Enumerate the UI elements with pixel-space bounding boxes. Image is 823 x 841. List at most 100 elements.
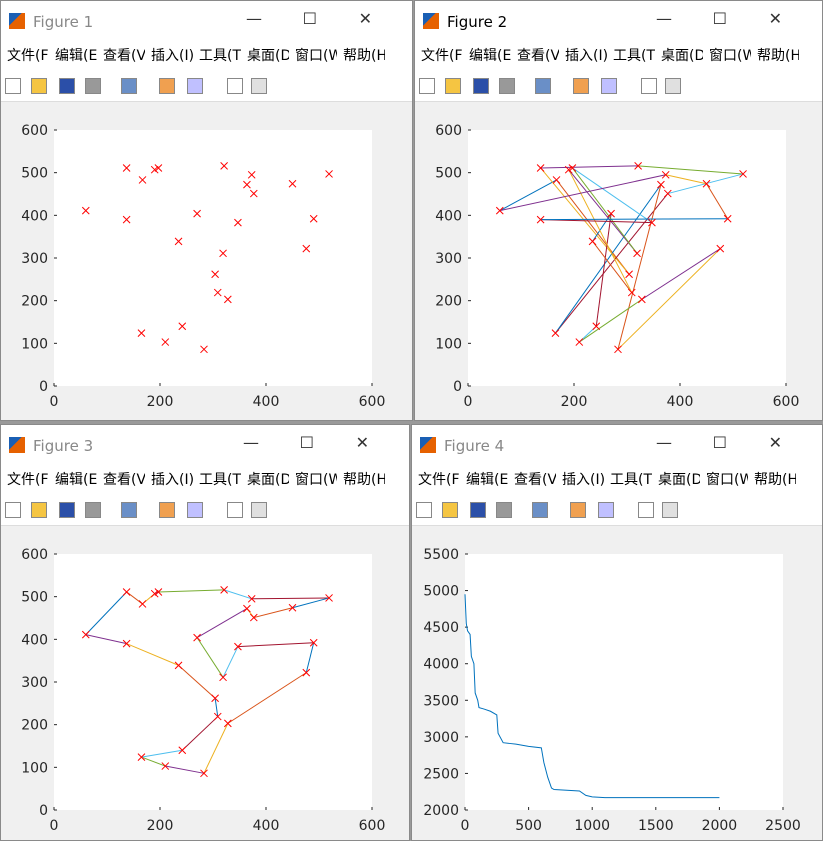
minimize-button[interactable]: — (246, 9, 262, 28)
maximize-button[interactable]: ☐ (712, 9, 727, 28)
toolbar-button[interactable] (187, 502, 203, 518)
toolbar-button[interactable] (445, 78, 461, 94)
menu-item[interactable]: 窗口(W) (295, 48, 337, 64)
toolbar-button[interactable] (159, 78, 175, 94)
menu-item[interactable]: 工具(T) (610, 472, 652, 488)
menu-item[interactable]: 文件(F) (7, 472, 49, 488)
point-marker (137, 753, 146, 761)
menu-item[interactable]: 插入(I) (562, 472, 604, 488)
toolbar-button[interactable] (85, 78, 101, 94)
menu-item[interactable]: 桌面(D) (658, 472, 700, 488)
menu-item[interactable]: 编辑(E) (55, 48, 97, 64)
toolbar-button[interactable] (227, 78, 243, 94)
point-marker (154, 588, 163, 596)
point-marker (614, 345, 622, 354)
toolbar-button[interactable] (31, 78, 47, 94)
toolbar-button[interactable] (121, 78, 137, 94)
menu-item[interactable]: 桌面(D) (247, 48, 289, 64)
menu-item[interactable]: 工具(T) (613, 48, 655, 64)
y-tick-label: 0 (39, 379, 48, 395)
toolbar-button[interactable] (641, 78, 657, 94)
route-segment (595, 213, 612, 327)
menu-item[interactable]: 工具(T) (199, 472, 241, 488)
toolbar-button[interactable] (473, 78, 489, 94)
toolbar-button[interactable] (85, 502, 101, 518)
title-bar: Figure 2 — ☐ ✕ (415, 1, 822, 43)
point-marker (178, 322, 187, 331)
minimize-button[interactable]: — (656, 9, 672, 28)
toolbar-button[interactable] (598, 502, 614, 518)
y-tick-label: 500 (435, 166, 462, 182)
point-marker (223, 719, 232, 728)
y-tick-label: 3500 (423, 693, 459, 709)
x-tick-label: 400 (253, 818, 280, 834)
menu-item[interactable]: 文件(F) (421, 48, 463, 64)
menu-item[interactable]: 窗口(W) (295, 472, 337, 488)
close-button[interactable]: ✕ (355, 433, 369, 452)
toolbar-button[interactable] (532, 502, 548, 518)
maximize-button[interactable]: ☐ (302, 9, 317, 28)
toolbar-button[interactable] (5, 502, 21, 518)
menu-item[interactable]: 帮助(H) (343, 48, 385, 64)
menu-item[interactable]: 工具(T) (199, 48, 241, 64)
maximize-button[interactable]: ☐ (299, 433, 314, 452)
toolbar-button[interactable] (601, 78, 617, 94)
y-tick-label: 4000 (423, 657, 459, 673)
menu-item[interactable]: 查看(V) (514, 472, 556, 488)
point-marker (634, 161, 642, 170)
menu-item[interactable]: 帮助(H) (343, 472, 385, 488)
toolbar-button[interactable] (470, 502, 486, 518)
toolbar-button[interactable] (573, 78, 589, 94)
route-segment (617, 184, 662, 350)
toolbar-button[interactable] (5, 78, 21, 94)
minimize-button[interactable]: — (243, 433, 259, 452)
toolbar-button[interactable] (227, 502, 243, 518)
close-button[interactable]: ✕ (358, 9, 372, 28)
toolbar-button[interactable] (31, 502, 47, 518)
point-marker (551, 329, 560, 337)
toolbar-button[interactable] (638, 502, 654, 518)
toolbar-button[interactable] (159, 502, 175, 518)
toolbar-button[interactable] (416, 502, 432, 518)
x-tick-label: 500 (515, 818, 542, 834)
toolbar-button[interactable] (187, 78, 203, 94)
close-button[interactable]: ✕ (768, 433, 782, 452)
toolbar-button[interactable] (662, 502, 678, 518)
menu-item[interactable]: 编辑(E) (55, 472, 97, 488)
maximize-button[interactable]: ☐ (712, 433, 727, 452)
point-marker (657, 180, 665, 189)
menu-item[interactable]: 帮助(H) (757, 48, 799, 64)
menu-item[interactable]: 编辑(E) (469, 48, 511, 64)
x-tick-label: 400 (253, 394, 280, 410)
close-button[interactable]: ✕ (768, 9, 782, 28)
menu-item[interactable]: 查看(V) (103, 48, 145, 64)
menu-item[interactable]: 文件(F) (7, 48, 49, 64)
menu-item[interactable]: 窗口(W) (706, 472, 748, 488)
menu-item[interactable]: 桌面(D) (661, 48, 703, 64)
minimize-button[interactable]: — (656, 433, 672, 452)
menu-item[interactable]: 插入(I) (151, 48, 193, 64)
toolbar-button[interactable] (665, 78, 681, 94)
menu-item[interactable]: 帮助(H) (754, 472, 796, 488)
menu-item[interactable]: 插入(I) (151, 472, 193, 488)
toolbar-button[interactable] (496, 502, 512, 518)
menu-item[interactable]: 桌面(D) (247, 472, 289, 488)
toolbar-button[interactable] (442, 502, 458, 518)
menu-item[interactable]: 窗口(W) (709, 48, 751, 64)
toolbar-button[interactable] (535, 78, 551, 94)
toolbar-button[interactable] (251, 502, 267, 518)
point-marker (200, 345, 208, 354)
point-marker (564, 165, 573, 174)
toolbar-button[interactable] (59, 502, 75, 518)
menu-item[interactable]: 文件(F) (418, 472, 460, 488)
toolbar-button[interactable] (121, 502, 137, 518)
toolbar-button[interactable] (570, 502, 586, 518)
toolbar-button[interactable] (251, 78, 267, 94)
toolbar-button[interactable] (59, 78, 75, 94)
toolbar-button[interactable] (499, 78, 515, 94)
menu-item[interactable]: 查看(V) (103, 472, 145, 488)
menu-item[interactable]: 插入(I) (565, 48, 607, 64)
toolbar-button[interactable] (419, 78, 435, 94)
menu-item[interactable]: 编辑(E) (466, 472, 508, 488)
menu-item[interactable]: 查看(V) (517, 48, 559, 64)
